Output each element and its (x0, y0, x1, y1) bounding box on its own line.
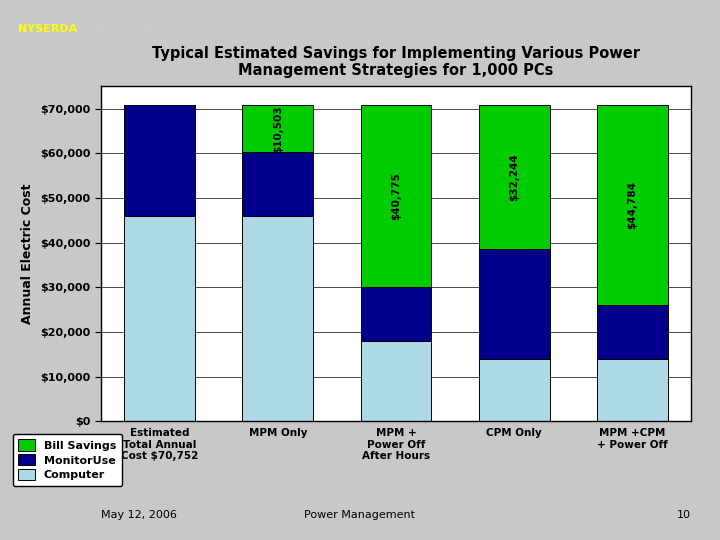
Text: 10: 10 (678, 510, 691, 521)
Text: NYSERDA: NYSERDA (18, 24, 77, 34)
Bar (479, 105, 549, 249)
Bar (125, 216, 195, 421)
Text: Power Management: Power Management (305, 510, 415, 521)
Text: $10,503: $10,503 (273, 105, 283, 153)
Text: $44,784: $44,784 (627, 181, 637, 229)
Bar (361, 341, 431, 421)
Bar (479, 359, 549, 421)
Bar (243, 216, 313, 421)
Bar (597, 105, 667, 305)
Text: $40,775: $40,775 (391, 172, 401, 220)
Text: New York State Energy Research and Development Authority: New York State Energy Research and Devel… (94, 25, 370, 33)
Bar (597, 359, 667, 421)
Bar (361, 287, 431, 341)
Bar (243, 152, 313, 216)
Text: May 12, 2006: May 12, 2006 (101, 510, 176, 521)
Bar (597, 305, 667, 359)
Text: $32,244: $32,244 (509, 153, 519, 201)
Bar (479, 249, 549, 359)
Legend: Bill Savings, MonitorUse, Computer: Bill Savings, MonitorUse, Computer (13, 434, 122, 486)
Y-axis label: Annual Electric Cost: Annual Electric Cost (22, 184, 35, 324)
Bar (125, 105, 195, 216)
Text: Typical Estimated Savings for Implementing Various Power
Management Strategies f: Typical Estimated Savings for Implementi… (152, 46, 640, 78)
Bar (361, 105, 431, 287)
Bar (243, 105, 313, 152)
